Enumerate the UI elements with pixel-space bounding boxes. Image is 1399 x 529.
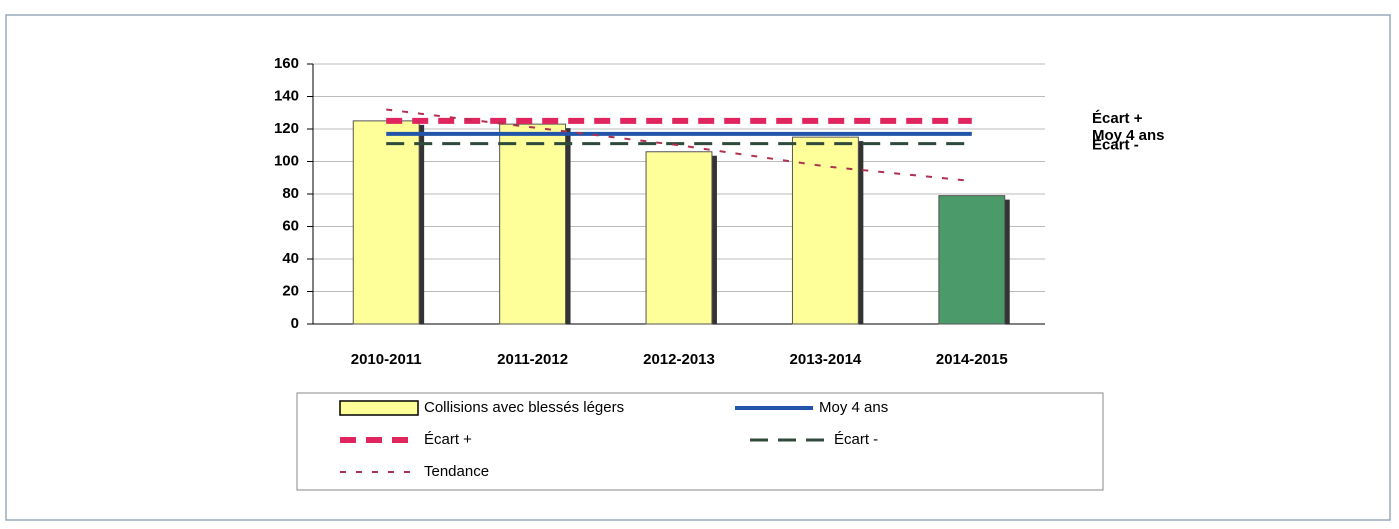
legend-label: Collisions avec blessés légers (424, 399, 624, 416)
line-end-label: Écart + (1092, 110, 1143, 127)
line-end-label: Moy 4 ans (1092, 127, 1165, 144)
y-tick-label: 140 (274, 87, 299, 104)
y-tick-label: 80 (282, 185, 299, 202)
y-tick-label: 160 (274, 55, 299, 72)
legend-label: Écart + (424, 431, 472, 448)
y-tick-label: 0 (291, 315, 299, 332)
legend-box (296, 392, 1104, 491)
legend-label: Tendance (424, 463, 489, 480)
y-tick-label: 60 (282, 217, 299, 234)
bar (791, 136, 859, 325)
legend-swatch (339, 400, 419, 416)
bar (499, 123, 567, 325)
line-end-label: Écart - (1092, 137, 1139, 154)
x-tick-label: 2011-2012 (497, 351, 568, 368)
frame (5, 14, 1391, 521)
x-tick-label: 2013-2014 (790, 351, 862, 368)
x-tick-label: 2010-2011 (351, 351, 422, 368)
y-tick-label: 40 (282, 250, 299, 267)
y-tick-label: 100 (274, 152, 299, 169)
y-tick-label: 20 (282, 282, 299, 299)
legend-label: Écart - (834, 431, 878, 448)
x-tick-label: 2012-2013 (643, 351, 715, 368)
line-series (386, 108, 972, 182)
legend-label: Moy 4 ans (819, 399, 888, 416)
bar (645, 151, 713, 325)
x-tick-label: 2014-2015 (936, 351, 1008, 368)
y-tick-label: 120 (274, 120, 299, 137)
bar (938, 195, 1006, 325)
bar (352, 120, 420, 325)
